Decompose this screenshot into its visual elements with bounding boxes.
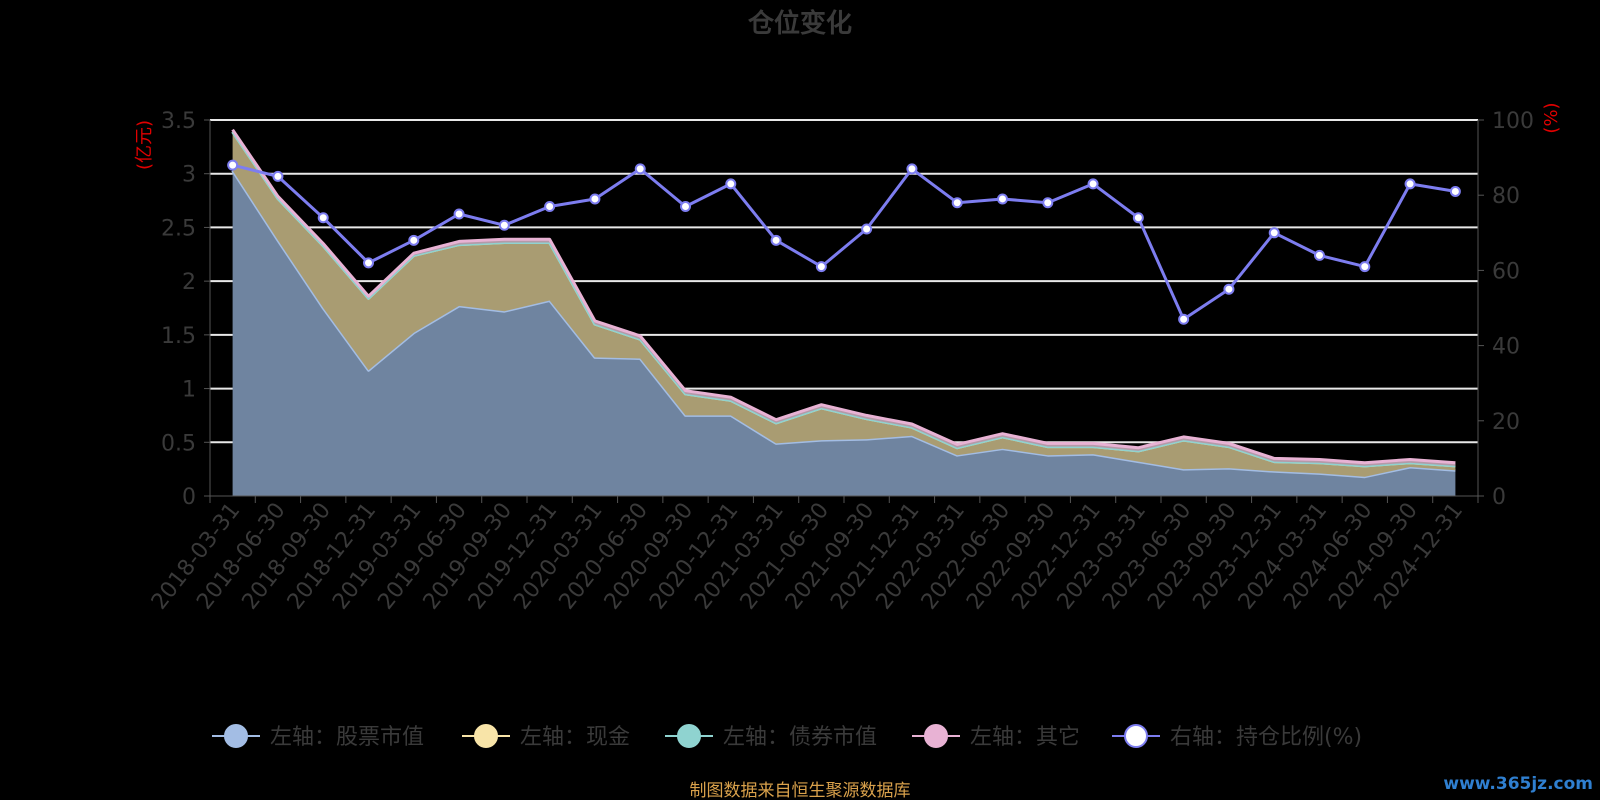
legend-marker: [924, 724, 948, 748]
holding-ratio-point: [453, 208, 465, 220]
holding-ratio-point: [770, 234, 782, 246]
holding-ratio-point: [1178, 313, 1190, 325]
left-axis-tick-label: 3: [182, 163, 196, 188]
holding-ratio-point: [589, 193, 601, 205]
right-axis-unit: (%): [1541, 102, 1562, 133]
holding-ratio-point: [408, 234, 420, 246]
holding-ratio-point: [272, 170, 284, 182]
holding-ratio-point: [1268, 227, 1280, 239]
legend: 左轴：股票市值 左轴：现金 左轴：债券市值 左轴：其它 右轴：持仓比例(%): [212, 724, 1362, 750]
area-左轴：股票市值: [232, 170, 1456, 496]
left-axis-tick-label: 3.5: [161, 109, 196, 134]
holding-ratio-point: [227, 159, 239, 171]
holding-ratio-point: [997, 193, 1008, 205]
right-axis-tick-label: 0: [1492, 485, 1506, 510]
legend-item[interactable]: 左轴：其它: [912, 724, 1080, 750]
area-左轴：现金: [232, 131, 1456, 477]
legend-marker: [224, 724, 248, 748]
holding-ratio-point: [951, 197, 963, 209]
legend-marker: [474, 724, 498, 748]
left-axis-tick-label: 1.5: [161, 324, 196, 349]
holding-ratio-point: [815, 261, 827, 273]
legend-label: 左轴：现金: [520, 725, 630, 750]
holding-ratio-point: [498, 219, 510, 231]
holding-ratio-point: [1449, 185, 1461, 197]
holding-ratio-point: [1314, 249, 1325, 261]
left-axis-tick-label: 1: [182, 378, 196, 403]
watermark: www.365jz.com: [1443, 774, 1593, 794]
legend-marker: [1124, 724, 1148, 748]
legend-label: 左轴：股票市值: [270, 725, 424, 750]
holding-ratio-point: [1042, 197, 1054, 209]
right-axis-tick-label: 100: [1492, 109, 1534, 134]
left-axis-unit: (亿元): [134, 120, 155, 170]
holding-ratio-point: [906, 163, 918, 175]
left-axis-tick-label: 0: [182, 485, 196, 510]
legend-marker: [677, 724, 701, 748]
holding-ratio-point: [861, 223, 873, 235]
legend-item[interactable]: 左轴：股票市值: [212, 724, 424, 750]
holding-ratio-point: [1087, 178, 1099, 190]
holding-ratio-point: [725, 178, 737, 190]
right-axis-tick-label: 60: [1492, 259, 1520, 284]
holding-ratio-point: [1223, 283, 1235, 295]
left-axis-tick-label: 0.5: [161, 431, 196, 456]
left-axis-tick-label: 2.5: [161, 216, 196, 241]
left-axis-tick-label: 2: [182, 270, 196, 295]
holding-ratio-point: [634, 163, 646, 175]
holding-ratio-point: [1404, 178, 1416, 190]
chart-title: 仓位变化: [747, 8, 852, 39]
area-layer: [231, 128, 1456, 496]
holding-ratio-point: [544, 200, 556, 212]
legend-label: 左轴：其它: [970, 725, 1080, 750]
right-axis-tick-label: 80: [1492, 184, 1520, 209]
legend-item[interactable]: 右轴：持仓比例(%): [1112, 724, 1362, 750]
line-layer: [227, 159, 1461, 325]
holding-ratio-line: [232, 163, 1456, 321]
series-line-左轴：其它: [231, 128, 1456, 465]
source-note: 制图数据来自恒生聚源数据库: [690, 781, 911, 800]
right-axis-tick-label: 20: [1492, 410, 1520, 435]
legend-item[interactable]: 左轴：债券市值: [665, 724, 877, 750]
holding-ratio-point: [1132, 212, 1144, 224]
holding-ratio-point: [1359, 261, 1371, 273]
legend-label: 右轴：持仓比例(%): [1170, 725, 1362, 750]
holding-ratio-point: [363, 257, 374, 269]
holding-ratio-point: [317, 212, 329, 224]
legend-label: 左轴：债券市值: [723, 725, 877, 750]
right-axis-tick-label: 40: [1492, 335, 1520, 360]
holding-ratio-point: [680, 200, 691, 212]
legend-item[interactable]: 左轴：现金: [462, 724, 630, 750]
